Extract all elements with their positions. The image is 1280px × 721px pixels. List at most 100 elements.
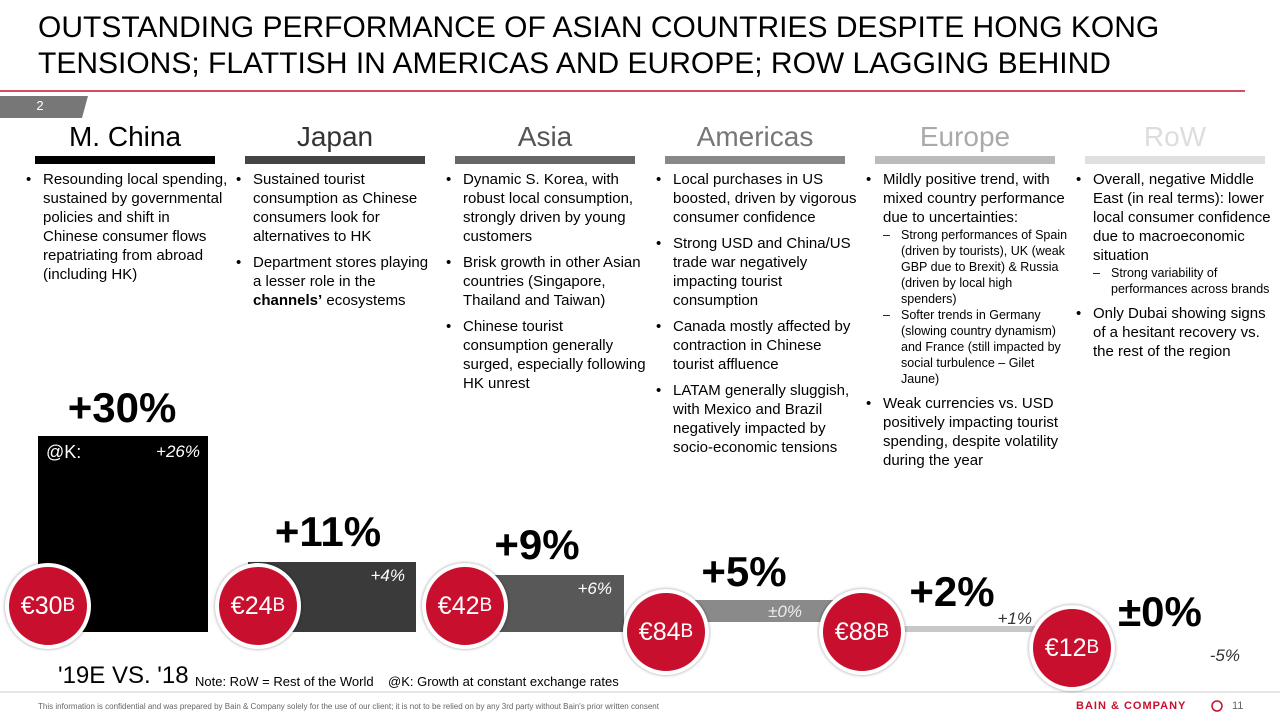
market-size: €84 B xyxy=(623,589,709,675)
bullet-list: Dynamic S. Korea, with robust local cons… xyxy=(440,170,650,393)
size-value: €24 xyxy=(230,591,273,620)
bullet-list: Mildly positive trend, with mixed countr… xyxy=(860,170,1070,470)
growth-label: +5% xyxy=(701,548,787,595)
note: Note: RoW = Rest of the World @K: Growth… xyxy=(195,674,619,689)
sub-bullet: Softer trends in Germany (slowing countr… xyxy=(883,307,1068,387)
bullet: Brisk growth in other Asian countries (S… xyxy=(440,253,650,310)
bullet: Department stores playing a lesser role … xyxy=(230,253,440,310)
bullet-text: Mildly positive trend, with mixed countr… xyxy=(883,171,1065,226)
bullet: Canada mostly affected by contraction in… xyxy=(650,317,860,374)
bullet-text: LATAM generally sluggish, with Mexico an… xyxy=(673,382,850,456)
market-size: €42 B xyxy=(422,563,508,649)
bullet-text: Strong USD and China/US trade war negati… xyxy=(673,235,851,309)
fx-growth: +6% xyxy=(577,579,613,598)
market-size: €24 B xyxy=(215,563,301,649)
bullet-text: Sustained tourist consumption as Chinese… xyxy=(253,171,418,245)
bullet: Dynamic S. Korea, with robust local cons… xyxy=(440,170,650,246)
size-unit: B xyxy=(876,621,890,642)
size-value: €88 xyxy=(834,617,877,646)
bullet-list: Sustained tourist consumption as Chinese… xyxy=(230,170,440,310)
fx-growth: +4% xyxy=(370,566,406,585)
region-column: Americas Local purchases in US boosted, d… xyxy=(650,120,860,464)
region-name: Americas xyxy=(696,121,814,152)
bullet-text: Local purchases in US boosted, driven by… xyxy=(673,171,857,226)
growth-bar xyxy=(668,600,834,622)
growth-label: +11% xyxy=(274,508,382,555)
size-value: €42 xyxy=(437,591,480,620)
region-underline xyxy=(1085,156,1265,164)
region-column: Japan Sustained tourist consumption as Ch… xyxy=(230,120,440,317)
size-unit: B xyxy=(62,595,76,616)
size-unit: B xyxy=(1086,637,1100,658)
bullet: Mildly positive trend, with mixed countr… xyxy=(860,170,1070,387)
bullet: Overall, negative Middle East (in real t… xyxy=(1070,170,1280,297)
region-name: Japan xyxy=(296,121,374,152)
growth-label: +30% xyxy=(67,384,177,431)
bullet: Only Dubai showing signs of a hesitant r… xyxy=(1070,304,1280,361)
bullet-list: Resounding local spending, sustained by … xyxy=(20,170,230,284)
region-column: Asia Dynamic S. Korea, with robust local … xyxy=(440,120,650,400)
page-number: 2 xyxy=(36,98,44,113)
bullet-text: Resounding local spending, sustained by … xyxy=(43,171,228,283)
growth-label: +2% xyxy=(909,568,995,615)
sub-bullet-list: Strong performances of Spain (driven by … xyxy=(883,227,1068,387)
size-unit: B xyxy=(479,595,493,616)
region-name: Europe xyxy=(919,121,1011,152)
region-column: RoW Overall, negative Middle East (in rea… xyxy=(1070,120,1280,368)
region-name: RoW xyxy=(1143,121,1207,152)
sub-bullet: Strong variability of performances acros… xyxy=(1093,265,1278,297)
bullet: Weak currencies vs. USD positively impac… xyxy=(860,394,1070,470)
bullet-text: Canada mostly affected by contraction in… xyxy=(673,318,851,373)
bullet: Local purchases in US boosted, driven by… xyxy=(650,170,860,227)
slide-number: 11 xyxy=(1232,700,1244,712)
brand: BAIN & COMPANY xyxy=(1076,700,1187,712)
bullet-text: Weak currencies vs. USD positively impac… xyxy=(883,395,1059,469)
sub-bullet: Strong performances of Spain (driven by … xyxy=(883,227,1068,307)
growth-bar xyxy=(880,626,1040,632)
market-size: €30 B xyxy=(5,563,91,649)
bullet: Resounding local spending, sustained by … xyxy=(20,170,230,284)
region-underline xyxy=(665,156,845,164)
bullet-text: Only Dubai showing signs of a hesitant r… xyxy=(1093,305,1266,360)
sub-bullet-list: Strong variability of performances acros… xyxy=(1093,265,1278,297)
region-name: M. China xyxy=(68,121,182,152)
bullet-text: Chinese tourist consumption generally su… xyxy=(463,318,646,392)
slide-title: OUTSTANDING PERFORMANCE OF ASIAN COUNTRI… xyxy=(38,11,1160,80)
bullet-list: Overall, negative Middle East (in real t… xyxy=(1070,170,1280,361)
growth-label: +9% xyxy=(494,521,580,568)
fx-growth: -5% xyxy=(1209,646,1240,665)
bullet-list: Local purchases in US boosted, driven by… xyxy=(650,170,860,457)
page-tab xyxy=(0,96,88,118)
fx-growth: +26% xyxy=(156,442,200,461)
bullet-text: Brisk growth in other Asian countries (S… xyxy=(463,254,641,309)
region-underline xyxy=(875,156,1055,164)
period: '19E VS. '18 xyxy=(58,662,189,689)
region-underline xyxy=(35,156,215,164)
size-value: €84 xyxy=(638,617,681,646)
fx-label: @K: xyxy=(46,442,82,462)
brand-logo xyxy=(1211,700,1223,712)
region-column: Europe Mildly positive trend, with mixed … xyxy=(860,120,1070,477)
bullet: Chinese tourist consumption generally su… xyxy=(440,317,650,393)
market-size: €88 B xyxy=(819,589,905,675)
bullet: Strong USD and China/US trade war negati… xyxy=(650,234,860,310)
bullet-text: Overall, negative Middle East (in real t… xyxy=(1093,171,1271,264)
size-unit: B xyxy=(272,595,286,616)
bullet-text: Department stores playing a lesser role … xyxy=(253,254,429,290)
bullet-text: channels’ xyxy=(253,292,323,309)
bullet-text: Dynamic S. Korea, with robust local cons… xyxy=(463,171,634,245)
market-size: €12 B xyxy=(1029,605,1115,691)
bullet: LATAM generally sluggish, with Mexico an… xyxy=(650,381,860,457)
fx-growth: ±0% xyxy=(768,602,802,621)
disclaimer: This information is confidential and was… xyxy=(38,702,659,711)
size-unit: B xyxy=(680,621,694,642)
bullet: Sustained tourist consumption as Chinese… xyxy=(230,170,440,246)
growth-label: ±0% xyxy=(1118,588,1202,635)
region-underline xyxy=(455,156,635,164)
size-value: €12 xyxy=(1044,633,1087,662)
bullet-text: ecosystems xyxy=(322,292,406,309)
region-name: Asia xyxy=(517,121,573,152)
region-underline xyxy=(245,156,425,164)
fx-growth: +1% xyxy=(997,609,1033,628)
